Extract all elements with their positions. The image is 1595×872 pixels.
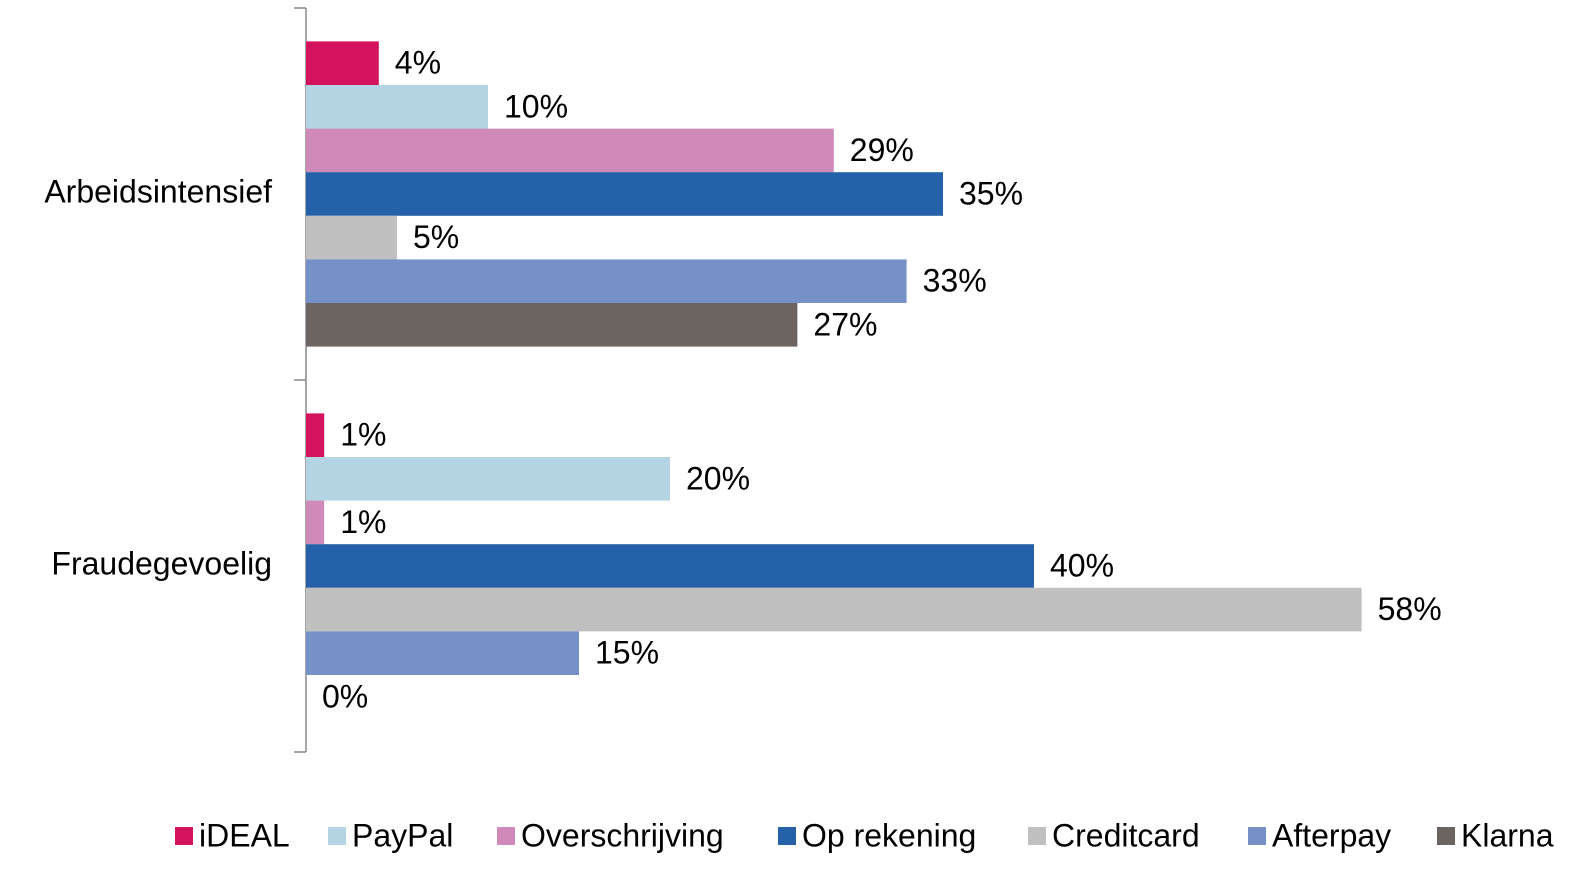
value-label: 15% (595, 635, 659, 671)
legend-label: Overschrijving (521, 817, 724, 853)
legend-label: Afterpay (1272, 817, 1391, 853)
legend-label: Klarna (1461, 817, 1554, 853)
value-label: 0% (322, 678, 368, 714)
bar (306, 587, 1362, 632)
value-label: 35% (959, 175, 1023, 211)
legend-swatch (778, 827, 796, 845)
value-label: 33% (923, 263, 987, 299)
legend-swatch (1028, 827, 1046, 845)
bar (306, 544, 1034, 588)
legend-label: Op rekening (802, 817, 976, 853)
bar (306, 457, 670, 501)
legend-swatch (175, 827, 193, 845)
legend-label: Creditcard (1052, 817, 1200, 853)
legend-swatch (497, 827, 515, 845)
bar (306, 303, 798, 347)
category-label: Fraudegevoelig (51, 545, 272, 581)
bar (306, 413, 325, 457)
legend-swatch (1248, 827, 1266, 845)
value-label: 58% (1378, 591, 1442, 627)
value-label: 4% (395, 45, 441, 81)
bar (306, 215, 397, 260)
category-label: Arbeidsintensief (44, 173, 272, 209)
legend-label: iDEAL (199, 817, 290, 853)
value-label: 5% (413, 219, 459, 255)
bar (306, 631, 579, 675)
bar (306, 85, 488, 129)
value-label: 20% (686, 460, 750, 496)
value-label: 40% (1050, 547, 1114, 583)
bar (306, 128, 834, 173)
value-label: 1% (340, 504, 386, 540)
bar (306, 172, 943, 216)
value-label: 10% (504, 88, 568, 124)
bar (306, 259, 907, 303)
legend-swatch (328, 827, 346, 845)
value-label: 29% (850, 132, 914, 168)
legend-label: PayPal (352, 817, 453, 853)
value-label: 27% (813, 306, 877, 342)
legend-swatch (1437, 827, 1455, 845)
bar (306, 41, 379, 85)
bar (306, 500, 325, 545)
value-label: 1% (340, 417, 386, 453)
